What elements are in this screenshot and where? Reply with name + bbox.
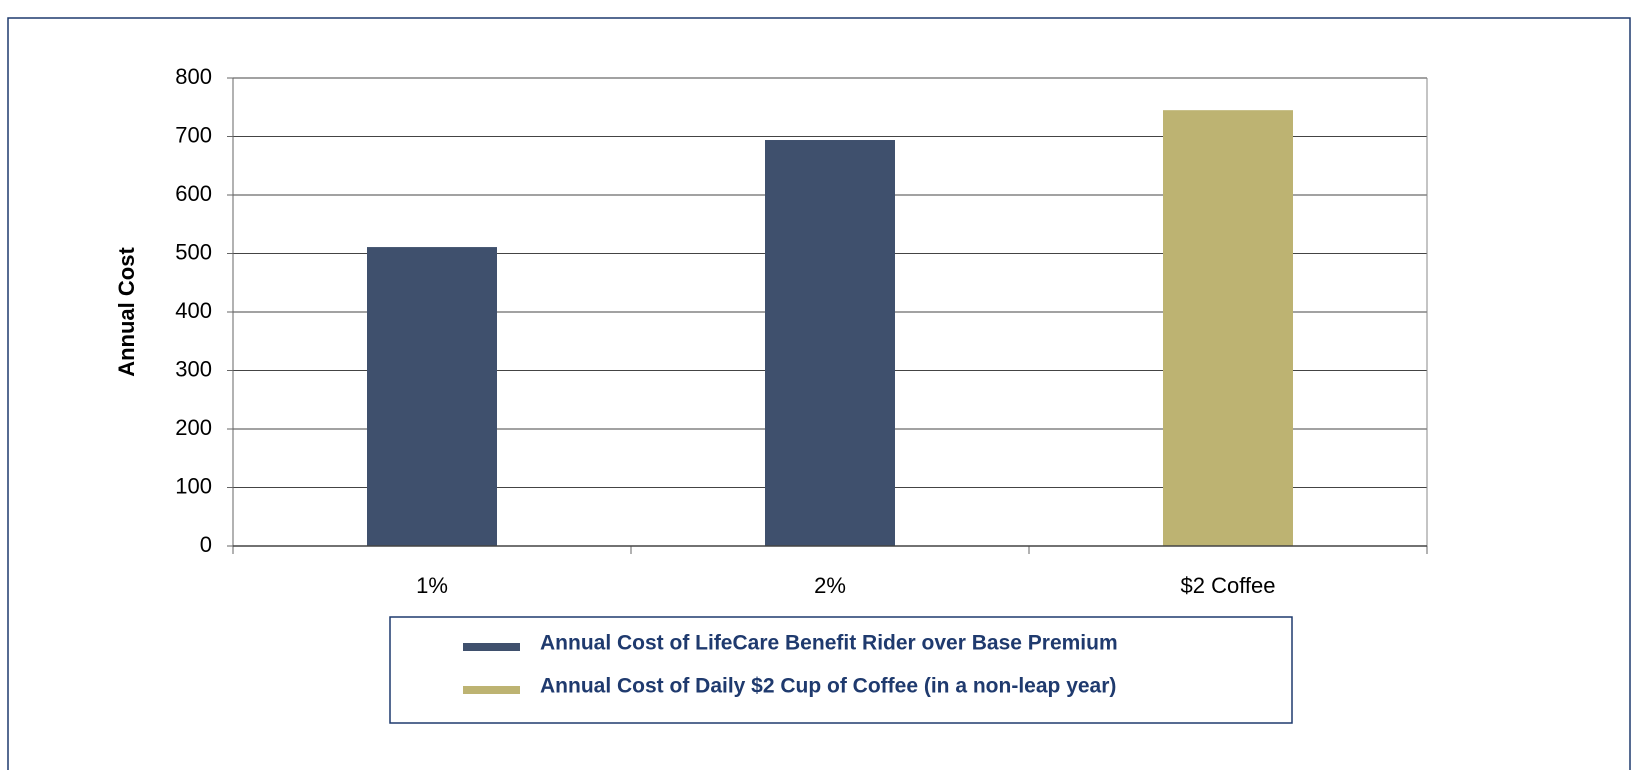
legend-box [389, 616, 1293, 724]
y-tick-label: 100 [175, 473, 212, 498]
x-tick-label: $2 Coffee [1180, 573, 1275, 598]
y-tick-label: 200 [175, 415, 212, 440]
y-tick-label: 500 [175, 239, 212, 264]
legend-swatch [463, 643, 520, 651]
bar [765, 140, 895, 546]
x-tick-label: 1% [416, 573, 448, 598]
y-tick-label: 800 [175, 64, 212, 89]
bar [367, 247, 497, 546]
legend-label: Annual Cost of LifeCare Benefit Rider ov… [540, 632, 1118, 655]
y-tick-label: 700 [175, 122, 212, 147]
y-tick-label: 300 [175, 356, 212, 381]
chart-frame [7, 17, 1631, 770]
y-tick-label: 600 [175, 181, 212, 206]
legend-label: Annual Cost of Daily $2 Cup of Coffee (i… [540, 675, 1116, 698]
y-tick-label: 400 [175, 298, 212, 323]
y-tick-label: 0 [200, 532, 212, 557]
y-axis-label: Annual Cost [114, 247, 139, 377]
x-tick-label: 2% [814, 573, 846, 598]
legend-swatch [463, 686, 520, 694]
bar [1163, 110, 1293, 547]
